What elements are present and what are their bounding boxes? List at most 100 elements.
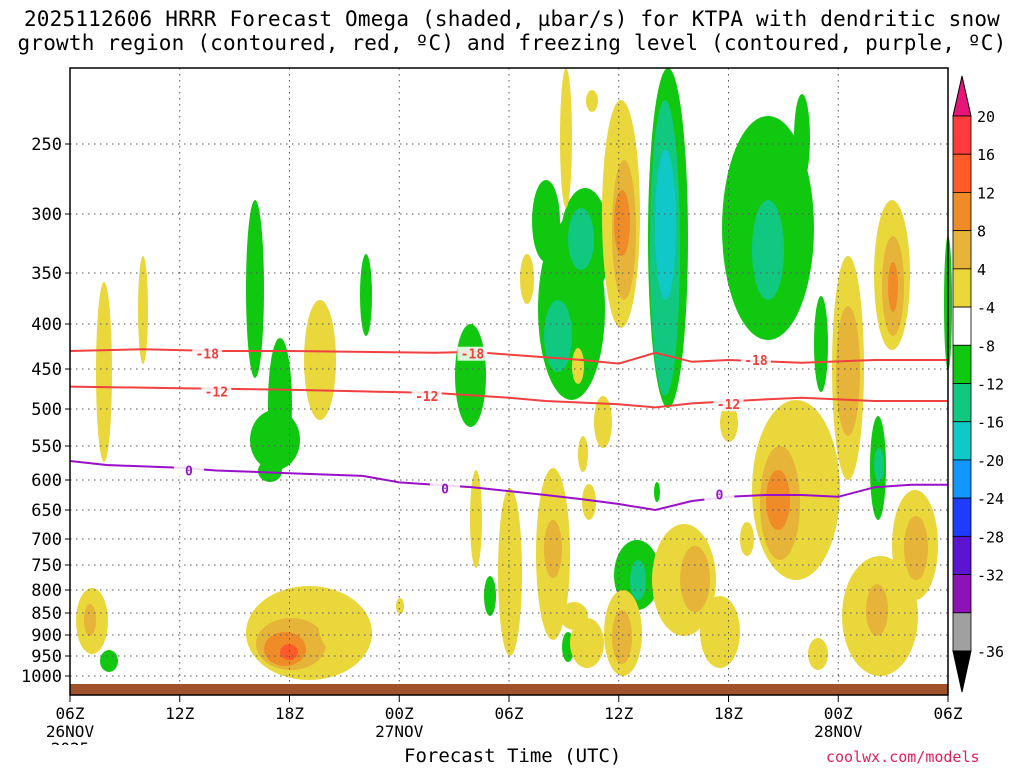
omega-blob [138, 256, 148, 364]
y-tick-label: 900 [31, 626, 62, 646]
chart-title-line-1: 2025112606 HRRR Forecast Omega (shaded, … [23, 7, 1001, 31]
colorbar-label: -20 [977, 452, 1004, 470]
colorbar-label: -12 [977, 376, 1004, 394]
omega-blob [568, 208, 594, 270]
colorbar-label: 4 [977, 261, 986, 279]
contour-label: 0 [715, 488, 723, 503]
chart-title-line-2: growth region (contoured, red, ºC) and f… [17, 31, 1007, 55]
x-tick-label: 12Z [604, 704, 633, 723]
y-tick-label: 800 [31, 581, 62, 601]
colorbar-bottom-arrow [952, 650, 972, 693]
omega-blob [572, 348, 584, 384]
x-date-label: 26NOV [46, 722, 95, 741]
colorbar-segment [952, 383, 972, 423]
colorbar-segment [952, 230, 972, 270]
omega-blob [84, 604, 96, 636]
omega-blob [544, 520, 562, 578]
colorbar-segment [952, 459, 972, 499]
contour-label-bg [713, 397, 744, 412]
omega-blob [630, 560, 646, 600]
colorbar-segment [952, 421, 972, 461]
omega-blob [612, 610, 632, 664]
x-tick-label: 00Z [385, 704, 414, 723]
contour-label-bg [192, 346, 223, 361]
contour-label: 0 [441, 482, 449, 497]
omega-colorbar: 20 16 12 8 4 -4 -8 -12 -16 -20 -24 -28 -32 -36 [952, 75, 1004, 693]
colorbar-top-arrow [952, 75, 972, 117]
omega-blob [360, 254, 372, 336]
colorbar-segment [952, 306, 972, 346]
colorbar-segment [952, 497, 972, 537]
omega-blob [904, 516, 928, 580]
colorbar-label: 12 [977, 184, 995, 202]
omega-blob [455, 324, 486, 427]
colorbar-label: -8 [977, 337, 995, 355]
y-tick-label: 850 [31, 604, 62, 624]
omega-blob [498, 488, 522, 656]
omega-blob [570, 618, 604, 668]
omega-blob [100, 650, 118, 672]
contour-label: -12 [717, 398, 740, 413]
omega-blob [614, 190, 630, 256]
omega-blob [544, 300, 572, 372]
contour-label: -18 [195, 348, 219, 363]
omega-blob [836, 306, 860, 436]
y-tick-label: 450 [31, 360, 62, 380]
terrain-ground-bar [70, 684, 948, 695]
omega-blob [470, 470, 482, 568]
omega-blob [752, 200, 784, 300]
colorbar-label: -32 [977, 567, 1004, 585]
omega-shading [76, 68, 952, 680]
omega-blob [794, 94, 810, 182]
omega-blob [874, 448, 884, 482]
y-tick-label: 400 [31, 315, 62, 335]
x-tick-label: 06Z [934, 704, 963, 723]
colorbar-label: 20 [977, 108, 995, 126]
contour-label-bg [740, 353, 771, 367]
omega-blob [560, 68, 572, 208]
colorbar-segment [952, 153, 972, 193]
contour-label-bg [201, 384, 232, 399]
x-tick-label: 00Z [824, 704, 853, 723]
omega-blob [304, 300, 336, 420]
y-tick-label: 550 [31, 437, 62, 457]
omega-blob [655, 150, 676, 300]
omega-blob [396, 598, 404, 614]
omega-blob [484, 576, 496, 616]
omega-blob [280, 644, 298, 660]
colorbar-label: 16 [977, 146, 995, 164]
omega-blob [866, 584, 888, 636]
y-tick-label: 500 [31, 400, 62, 420]
omega-blob [766, 470, 790, 530]
omega-blob [578, 436, 588, 472]
contour-label-bg [704, 487, 735, 502]
contour-label-bg [429, 481, 460, 496]
y-tick-label: 1000 [21, 667, 62, 687]
colorbar-segment [952, 344, 972, 384]
y-tick-label: 650 [31, 501, 62, 521]
contour-label-bg [411, 389, 442, 404]
colorbar-segment [952, 115, 972, 155]
y-tick-label: 950 [31, 647, 62, 667]
omega-blob [814, 296, 828, 392]
temperature-contours: -18 -18 -18 -12 -12 -12 0 0 0 [69, 346, 948, 512]
omega-blob [250, 410, 300, 470]
x-tick-label: 06Z [56, 704, 85, 723]
y-tick-label: 600 [31, 471, 62, 491]
contour-line [69, 460, 948, 512]
x-date-label: 28NOV [814, 722, 863, 741]
colorbar-segment [952, 574, 972, 614]
omega-blob [582, 484, 596, 520]
omega-blob [246, 200, 264, 378]
contour-label-bg [173, 463, 204, 478]
x-year-label: 2025 [51, 739, 90, 745]
omega-blob [808, 638, 828, 670]
colorbar-label: -16 [977, 414, 1004, 432]
x-tick-label: 18Z [714, 704, 743, 723]
omega-blob [740, 522, 754, 556]
y-tick-label: 700 [31, 530, 62, 550]
x-tick-label: 18Z [275, 704, 304, 723]
site-credit-link[interactable]: coolwx.com/models [826, 748, 980, 766]
colorbar-segment [952, 612, 972, 652]
time-axis: 06Z26NOV202512Z18Z00Z27NOV06Z12Z18Z00Z28… [46, 695, 963, 745]
